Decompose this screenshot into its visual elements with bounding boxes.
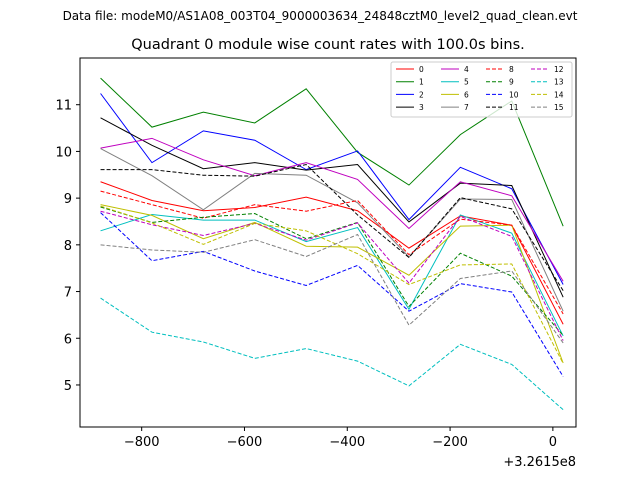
chart-title: Quadrant 0 module wise count rates with … (131, 37, 525, 53)
series-line-2 (100, 93, 564, 285)
y-tick-label: 7 (64, 286, 72, 301)
y-tick-label: 8 (64, 239, 72, 254)
series-line-3 (100, 117, 564, 298)
x-tick-label: −400 (329, 435, 365, 450)
series-line-4 (100, 137, 564, 282)
x-axis: −800 −600 −400 −200 0 (124, 427, 557, 450)
series-line-11 (100, 163, 564, 291)
series-line-6 (100, 204, 564, 364)
series-line-14 (100, 205, 564, 364)
series-line-5 (100, 213, 564, 337)
series-line-12 (100, 210, 564, 341)
legend-label-4: 4 (464, 65, 469, 74)
series-line-8 (100, 190, 564, 315)
series-line-10 (100, 212, 564, 377)
x-tick-label: 0 (549, 435, 557, 450)
series-line-15 (100, 233, 564, 344)
legend-label-15: 15 (554, 103, 564, 112)
legend-label-13: 13 (554, 78, 564, 87)
x-axis-offset-label: +3.2615e8 (503, 455, 576, 470)
y-tick-label: 6 (64, 332, 72, 347)
legend-frame (390, 61, 573, 118)
series-layer (100, 77, 564, 411)
legend-label-6: 6 (464, 90, 469, 99)
legend-label-7: 7 (464, 103, 469, 112)
x-tick-label: −600 (227, 435, 263, 450)
series-line-1 (100, 77, 564, 227)
legend-label-10: 10 (509, 90, 519, 99)
legend-label-11: 11 (509, 103, 519, 112)
y-axis: 5 6 7 8 9 10 11 (55, 99, 80, 394)
suptitle: Data file: modeM0/AS1A08_003T04_90000036… (63, 9, 578, 23)
legend-label-5: 5 (464, 78, 469, 87)
legend-label-0: 0 (419, 65, 424, 74)
series-line-13 (100, 297, 564, 411)
legend-label-2: 2 (419, 90, 424, 99)
x-tick-label: −200 (432, 435, 468, 450)
legend-label-9: 9 (509, 78, 514, 87)
legend-label-12: 12 (554, 65, 564, 74)
y-tick-label: 10 (55, 145, 72, 160)
legend-label-8: 8 (509, 65, 514, 74)
x-tick-label: −800 (124, 435, 160, 450)
series-line-0 (100, 181, 564, 325)
legend-label-3: 3 (419, 103, 424, 112)
y-tick-label: 5 (64, 379, 72, 394)
legend-label-1: 1 (419, 78, 424, 87)
legend-label-14: 14 (554, 90, 564, 99)
plot-frame (79, 57, 577, 428)
y-tick-label: 11 (55, 99, 72, 114)
y-tick-label: 9 (64, 192, 72, 207)
